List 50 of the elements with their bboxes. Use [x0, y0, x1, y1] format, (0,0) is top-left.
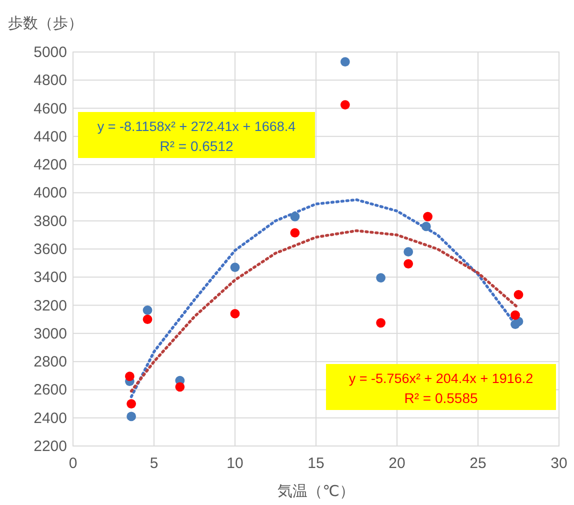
x-tick-label: 30: [550, 455, 568, 472]
point: [376, 273, 386, 283]
y-tick-label: 3800: [34, 212, 67, 230]
y-tick-label: 2200: [34, 438, 67, 455]
point: [126, 399, 136, 408]
y-tick-label: 4000: [34, 184, 67, 202]
y-tick-label: 2600: [34, 382, 67, 399]
point: [175, 382, 185, 392]
annotation: R² = 0.5585: [404, 390, 478, 406]
y-tick-label: 2800: [34, 354, 67, 371]
y-axis-title: 歩数（歩）: [8, 15, 83, 32]
point: [514, 290, 524, 300]
y-tick-label: 4800: [34, 72, 67, 90]
y-tick-label: 3600: [34, 241, 67, 258]
point: [125, 372, 134, 382]
point: [230, 309, 240, 318]
x-tick-label: 25: [470, 455, 486, 472]
y-tick-label: 4600: [34, 100, 67, 118]
point: [404, 259, 414, 268]
point: [421, 222, 431, 232]
x-tick-label: 0: [68, 455, 78, 472]
point: [142, 306, 152, 315]
y-tick-label: 4200: [34, 156, 67, 174]
point: [142, 314, 152, 324]
point: [290, 212, 300, 222]
point: [290, 228, 300, 238]
x-axis-title: 気温（℃）: [278, 483, 354, 500]
y-tick-label: 3000: [34, 325, 67, 342]
annotation: y = -5.756x² + 204.4x + 1916.2: [348, 371, 534, 386]
point: [340, 57, 350, 67]
point: [376, 318, 386, 328]
x-tick-label: 5: [150, 455, 158, 472]
annotation: R² = 0.6512: [160, 138, 234, 154]
y-tick-label: 3400: [34, 269, 67, 286]
picture-equation-box: y = -8.1158x² + 272.41x + 1668.4 R² = 0.6512: [78, 112, 315, 158]
x-tick-label: 20: [388, 455, 406, 472]
y-tick-label: 4400: [34, 128, 67, 146]
point: [230, 262, 240, 272]
x-tick-label: 10: [226, 455, 244, 472]
point: [423, 212, 432, 222]
point: [126, 412, 136, 422]
point: [404, 247, 414, 257]
y-tick-label: 2400: [34, 410, 67, 427]
y-tick-label: 3200: [34, 297, 67, 314]
picture-equation-box: y = -5.756x² + 204.4x + 1916.2 R² = 0.5585: [326, 364, 556, 410]
point: [340, 100, 350, 110]
x-tick-label: 15: [308, 455, 324, 472]
annotation: y = -8.1158x² + 272.41x + 1668.4: [97, 119, 296, 134]
point: [510, 310, 520, 320]
y-tick-label: 5000: [34, 44, 67, 61]
